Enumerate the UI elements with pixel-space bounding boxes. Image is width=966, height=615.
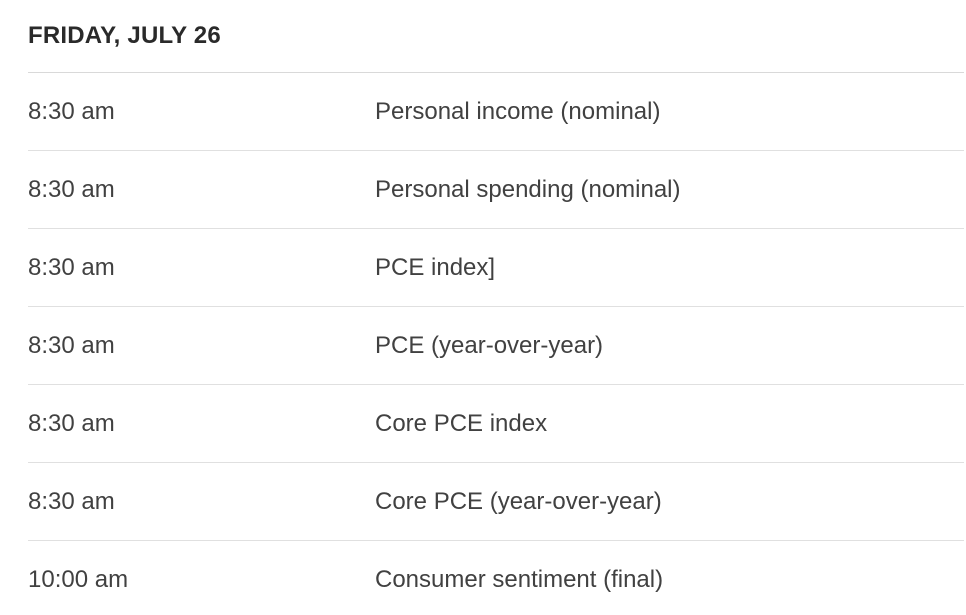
event-time: 10:00 am — [28, 566, 129, 593]
calendar-row: 10:00 am Consumer sentiment (final) — [28, 541, 964, 615]
calendar-row: 8:30 am Personal income (nominal) — [28, 73, 964, 151]
event-report: Core PCE index — [375, 409, 548, 437]
event-time: 8:30 am — [28, 253, 115, 281]
calendar-row: 8:30 am PCE (year-over-year) — [28, 307, 964, 385]
event-report: Personal spending (nominal) — [375, 175, 681, 203]
event-time: 8:30 am — [28, 409, 115, 437]
event-time: 8:30 am — [28, 487, 115, 515]
event-report: PCE (year-over-year) — [375, 331, 604, 359]
event-time: 8:30 am — [28, 97, 115, 125]
event-time: 8:30 am — [28, 331, 115, 359]
day-header-title: FRIDAY, JULY 26 — [28, 22, 221, 49]
calendar-row: 8:30 am Core PCE index — [28, 385, 964, 463]
event-report: PCE index] — [375, 253, 496, 281]
day-header: FRIDAY, JULY 26 — [28, 0, 964, 73]
event-report: Personal income (nominal) — [375, 97, 661, 125]
calendar-row: 8:30 am PCE index] — [28, 229, 964, 307]
event-time: 8:30 am — [28, 175, 115, 203]
calendar-row: 8:30 am Personal spending (nominal) — [28, 151, 964, 229]
event-report: Core PCE (year-over-year) — [375, 487, 662, 515]
event-report: Consumer sentiment (final) — [375, 566, 664, 593]
calendar-row: 8:30 am Core PCE (year-over-year) — [28, 463, 964, 541]
